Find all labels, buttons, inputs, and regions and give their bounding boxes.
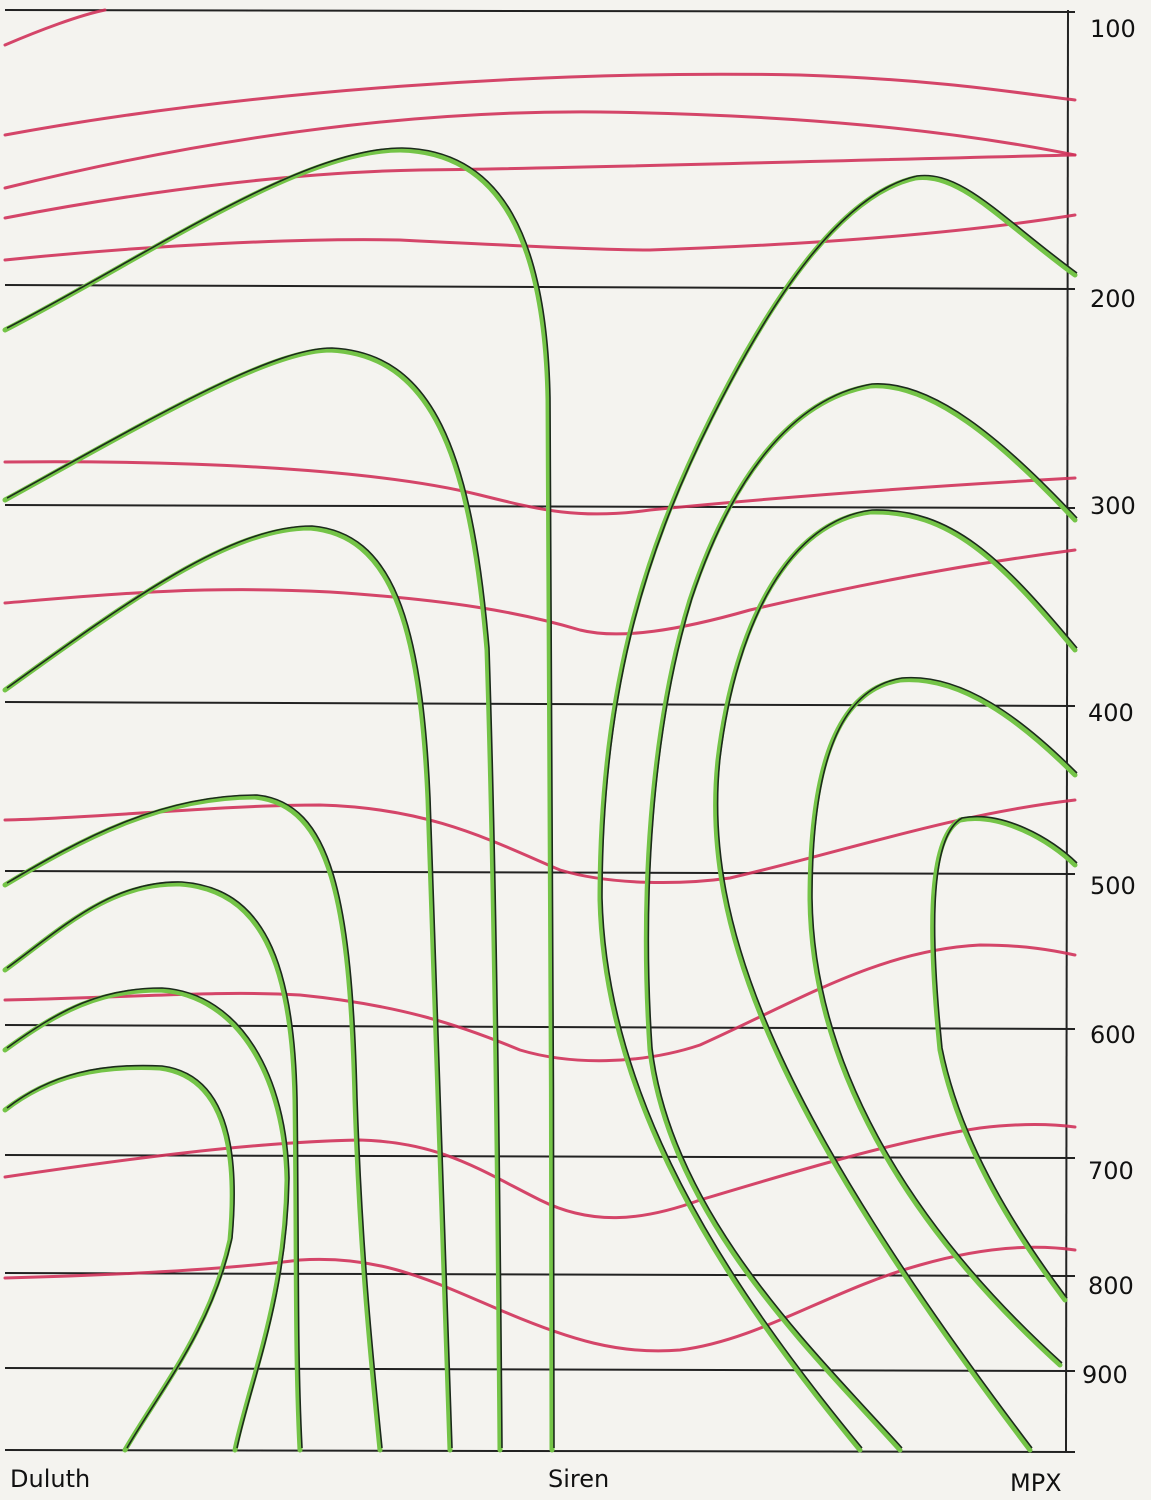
pencil-line	[647, 383, 1078, 1449]
station-labels: Duluth Siren MPX	[10, 1465, 1062, 1497]
station-label: Duluth	[10, 1465, 90, 1493]
height-contour	[2, 794, 383, 1453]
level-line	[4, 1367, 1076, 1372]
level-line	[4, 1272, 1076, 1277]
pressure-label: 400	[1088, 699, 1134, 727]
pressure-label: 900	[1082, 1361, 1128, 1389]
isentrope	[3, 213, 1077, 262]
height-contours	[2, 147, 1078, 1453]
height-contour	[2, 347, 503, 1453]
level-line	[4, 1449, 1076, 1453]
isentrope	[3, 943, 1077, 1063]
level-line	[4, 870, 1076, 875]
level-line	[4, 701, 1076, 707]
contour-pencil	[6, 147, 1078, 1449]
pressure-labels: 100 200 300 400 500 600 700 800 900	[1082, 15, 1136, 1389]
pressure-label: 300	[1090, 492, 1136, 520]
pressure-label: 700	[1088, 1157, 1134, 1185]
pencil-line	[601, 174, 1078, 1449]
height-contour	[2, 525, 453, 1453]
isentropes	[3, 8, 1077, 1353]
pencil-line	[811, 676, 1078, 1364]
isentrope	[3, 548, 1077, 636]
pencil-line	[6, 1064, 235, 1449]
isentrope	[3, 8, 107, 47]
isentrope	[3, 798, 1077, 885]
height-contour	[930, 816, 1078, 1303]
pressure-lines	[4, 9, 1076, 1453]
level-line	[4, 504, 1076, 509]
isentrope	[3, 1245, 1077, 1353]
level-line	[4, 284, 1076, 290]
pencil-line	[933, 815, 1078, 1299]
height-contour	[597, 175, 1078, 1453]
isentrope	[3, 110, 1077, 190]
pressure-label: 600	[1090, 1021, 1136, 1049]
station-label: Siren	[548, 1465, 609, 1493]
level-line	[4, 1024, 1076, 1030]
pressure-label: 800	[1088, 1272, 1134, 1300]
right-edge	[1065, 9, 1069, 1453]
pressure-label: 100	[1090, 15, 1136, 43]
pencil-line	[6, 881, 303, 1449]
pencil-line	[6, 147, 555, 1449]
height-contour	[2, 987, 290, 1453]
pencil-line	[6, 525, 453, 1449]
height-contour	[807, 677, 1078, 1368]
pressure-label: 200	[1090, 285, 1136, 313]
pencil-line	[716, 509, 1078, 1449]
height-contour	[713, 509, 1078, 1453]
isentrope	[3, 460, 1077, 516]
station-label: MPX	[1010, 1469, 1062, 1497]
level-line	[4, 9, 1076, 13]
height-contour	[643, 383, 1078, 1453]
height-contour	[2, 881, 303, 1453]
pencil-line	[6, 347, 503, 1449]
isentrope	[3, 72, 1077, 137]
level-line	[4, 1154, 1076, 1159]
pencil-line	[6, 794, 383, 1449]
pencil-line	[6, 987, 290, 1449]
isentrope	[3, 153, 1077, 220]
pressure-label: 500	[1090, 872, 1136, 900]
height-contour	[2, 147, 555, 1453]
